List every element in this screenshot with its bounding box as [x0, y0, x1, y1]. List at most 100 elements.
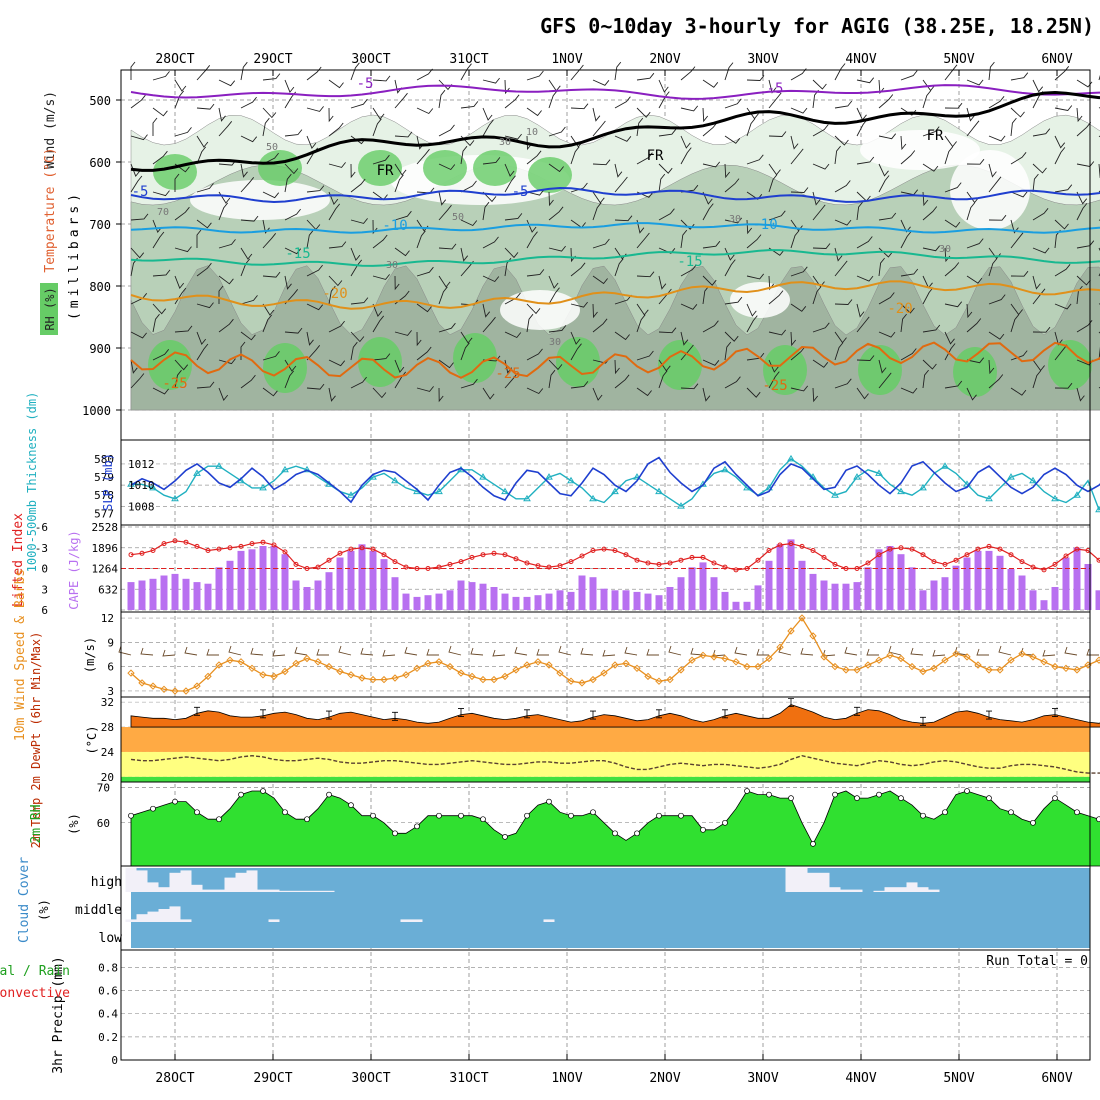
wind-barb: [196, 381, 215, 389]
wind-barb-10m: [1086, 648, 1099, 656]
lifted-index-point: [139, 550, 145, 556]
wind-barb: [306, 264, 323, 277]
wind-barb: [592, 159, 611, 166]
wind-barb: [526, 150, 542, 165]
wind-barb: [504, 257, 512, 277]
contour-label: FR: [377, 163, 394, 179]
thickness-point: [303, 465, 311, 473]
lifted-index-point: [557, 563, 563, 569]
thickness-tick-label: 579: [94, 471, 114, 484]
wind-barb: [570, 182, 588, 193]
wind-barb: [944, 102, 963, 109]
wind-barb: [746, 75, 765, 81]
wind-barb: [350, 247, 361, 261]
lifted-index-point: [524, 560, 530, 566]
lifted-index-point: [865, 560, 871, 566]
wind-barb: [658, 173, 666, 193]
wind-barb: [636, 271, 655, 278]
wind-barb: [262, 233, 277, 249]
wind-speed-point: [875, 656, 883, 664]
wind-barb: [284, 163, 299, 175]
thickness-point: [721, 465, 729, 473]
wind-barb: [812, 322, 830, 333]
wind-barb-10m: [162, 649, 176, 657]
wind-speed-line: [130, 616, 1100, 692]
wind-barb: [966, 303, 973, 319]
wind-speed-point: [842, 666, 850, 674]
wind-barb: [768, 131, 787, 137]
cloud-high-gap: [895, 887, 907, 892]
wind-barb: [812, 163, 830, 170]
cloud-high-gap: [917, 887, 929, 892]
wind-barb: [372, 387, 387, 399]
wind-barb-10m: [932, 649, 946, 657]
wind-barb: [834, 299, 853, 305]
lifted-index-point: [304, 566, 310, 571]
wind-speed-point: [127, 669, 135, 677]
wind-speed-point: [930, 664, 938, 673]
date-bottom-4nov: 4NOV: [845, 1071, 876, 1086]
wind-barb: [394, 174, 404, 193]
wind-barb: [218, 121, 233, 137]
wind-barb: [438, 359, 454, 369]
date-bottom-3nov: 3NOV: [747, 1071, 778, 1086]
wind-barb-10m: [448, 645, 462, 656]
thickness-point: [215, 462, 223, 469]
wind-barb: [856, 201, 863, 221]
wind-barb: [350, 341, 358, 361]
wind-barb: [768, 290, 784, 305]
wind-barb: [526, 269, 545, 277]
wind-barb: [790, 187, 809, 193]
cape-bar: [1095, 590, 1100, 610]
thickness-point: [1051, 494, 1059, 502]
wind-barb: [438, 163, 456, 171]
wind-barb: [636, 350, 654, 361]
wind-barb: [372, 315, 385, 333]
thickness-point: [787, 454, 795, 462]
thickness-point: [193, 469, 201, 476]
temp-band-orange: [121, 727, 1090, 752]
wind-barb: [724, 296, 743, 305]
wind-speed-point: [490, 675, 498, 684]
contour-label: -5: [512, 184, 529, 200]
wind-barb: [878, 292, 895, 305]
wind-barb: [482, 316, 496, 333]
wind-speed-point: [633, 664, 641, 673]
wind-barb: [350, 297, 369, 305]
wind-barb: [878, 133, 897, 140]
wind-barb: [240, 96, 257, 109]
rh-green-low-3: [453, 333, 497, 383]
lifted-index-point: [909, 546, 915, 552]
wind-barb: [988, 294, 1006, 305]
wind-barb: [988, 61, 995, 81]
wind-barb-10m: [954, 646, 968, 656]
cloud-middle-gap: [169, 906, 181, 922]
lifted-index-point: [832, 561, 838, 567]
cape-bar: [963, 557, 971, 610]
pressure-tick-label: 1000: [82, 404, 111, 418]
wind-barb-10m: [734, 646, 748, 656]
wind-barb: [702, 79, 719, 88]
lifted-index-point: [931, 559, 937, 565]
wind-speed-point: [226, 656, 234, 664]
cape-bar: [413, 596, 421, 610]
precip-tick-label: 0.6: [98, 985, 118, 998]
wind-barb: [922, 359, 937, 370]
wind-barb: [416, 266, 434, 277]
rh2m-point: [942, 809, 948, 816]
cape-bar: [1040, 600, 1048, 610]
contour-label: -15: [285, 246, 310, 262]
precip-tick-label: 0.8: [98, 961, 118, 974]
wind-barb: [592, 107, 601, 122]
wind-barb: [1010, 314, 1020, 333]
wind-barb: [328, 285, 336, 305]
rh-contour-label: 10: [526, 127, 538, 138]
wind-speed-point: [732, 658, 740, 666]
wind-barb: [416, 303, 432, 313]
cape-bar: [699, 562, 707, 610]
wind-barb: [680, 135, 691, 149]
wind-barb: [944, 380, 963, 389]
wind-barb: [922, 206, 938, 221]
thickness-point: [347, 491, 355, 498]
cape-bar: [204, 583, 212, 610]
